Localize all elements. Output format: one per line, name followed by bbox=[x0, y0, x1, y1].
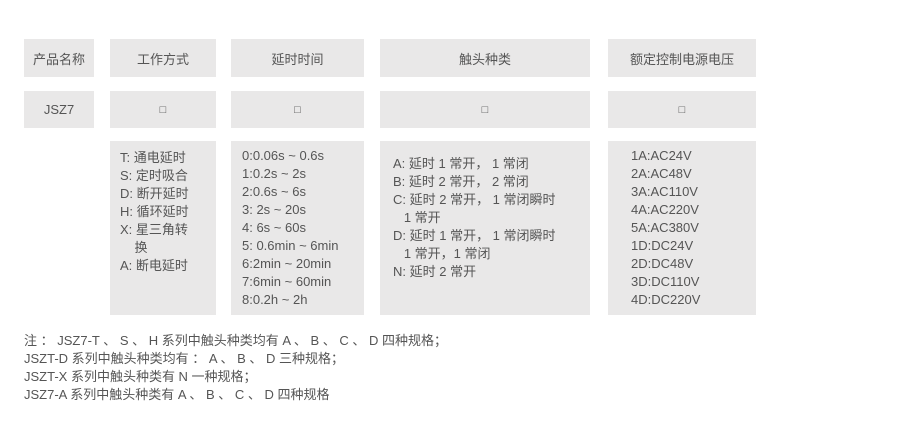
work-mode-placeholder: □ bbox=[110, 91, 216, 128]
list-item: D: 断开延时 bbox=[120, 186, 189, 201]
model-name: JSZ7 bbox=[24, 91, 94, 128]
list-item: 5A:AC380V bbox=[631, 220, 699, 235]
contact-type-list: A: 延时 1 常开， 1 常闭 B: 延时 2 常开， 2 常闭 C: 延时 … bbox=[380, 141, 590, 315]
placeholder-box: □ bbox=[678, 103, 686, 116]
list-item: 换 bbox=[120, 240, 148, 255]
list-item: 4: 6s ~ 60s bbox=[242, 220, 306, 235]
list-item: 4A:AC220V bbox=[631, 202, 699, 217]
placeholder-box: □ bbox=[481, 103, 489, 116]
list-item: 6:2min ~ 20min bbox=[242, 256, 332, 271]
list-item: 2D:DC48V bbox=[631, 256, 694, 271]
list-item: 1A:AC24V bbox=[631, 148, 692, 163]
header-label: 触头种类 bbox=[458, 51, 511, 67]
note-line: JSZT-D 系列中触头种类均有 ： A 、 B 、 D 三种规格； bbox=[24, 351, 344, 366]
model-label: JSZ7 bbox=[43, 102, 75, 117]
list-item: 1:0.2s ~ 2s bbox=[242, 166, 306, 181]
placeholder-box: □ bbox=[294, 103, 301, 116]
list-item: X: 星三角转 bbox=[120, 222, 188, 237]
list-item: B: 延时 2 常开， 2 常闭 bbox=[393, 174, 529, 189]
list-item: 2:0.6s ~ 6s bbox=[242, 184, 306, 199]
list-item: T: 通电延时 bbox=[120, 150, 186, 165]
header-label: 额定控制电源电压 bbox=[629, 51, 734, 67]
list-item: 3D:DC110V bbox=[631, 274, 700, 289]
list-item: 5: 0.6min ~ 6min bbox=[242, 238, 339, 253]
note-line: JSZT-X 系列中触头种类有 N 一种规格； bbox=[24, 369, 257, 384]
list-item: 1 常开，1 常闭 bbox=[393, 246, 491, 261]
list-item: 0:0.06s ~ 0.6s bbox=[242, 148, 325, 163]
voltage-placeholder: □ bbox=[608, 91, 756, 128]
work-mode-list: T: 通电延时 S: 定时吸合 D: 断开延时 H: 循环延时 X: 星三角转 … bbox=[110, 141, 216, 315]
header-delay-time: 延时时间 bbox=[231, 39, 364, 77]
list-item: 3A:AC110V bbox=[631, 184, 698, 199]
list-item: 8:0.2h ~ 2h bbox=[242, 292, 308, 307]
placeholder-box: □ bbox=[159, 103, 167, 116]
list-item: C: 延时 2 常开， 1 常闭瞬时 bbox=[393, 192, 556, 207]
list-item: 1D:DC24V bbox=[631, 238, 694, 253]
header-work-mode: 工作方式 bbox=[110, 39, 216, 77]
header-label: 延时时间 bbox=[271, 51, 324, 67]
list-item: 2A:AC48V bbox=[631, 166, 692, 181]
list-item: 7:6min ~ 60min bbox=[242, 274, 332, 289]
list-item: H: 循环延时 bbox=[120, 204, 189, 219]
list-item: 3: 2s ~ 20s bbox=[242, 202, 306, 217]
list-item: 1 常开 bbox=[393, 210, 441, 225]
list-item: N: 延时 2 常开 bbox=[393, 264, 477, 279]
contact-type-placeholder: □ bbox=[380, 91, 590, 128]
list-item: A: 延时 1 常开， 1 常闭 bbox=[393, 156, 529, 171]
header-contact-type: 触头种类 bbox=[380, 39, 590, 77]
list-item: A: 断电延时 bbox=[120, 258, 188, 273]
note-line: JSZ7-A 系列中触头种类有 A 、 B 、 C 、 D 四种规格 bbox=[24, 387, 330, 402]
delay-time-list: 0:0.06s ~ 0.6s 1:0.2s ~ 2s 2:0.6s ~ 6s 3… bbox=[231, 141, 364, 315]
note-line: 注 ： JSZ7-T 、 S 、 H 系列中触头种类均有 A 、 B 、 C 、… bbox=[24, 333, 448, 348]
header-voltage: 额定控制电源电压 bbox=[608, 39, 756, 77]
header-label: 产品名称 bbox=[32, 51, 85, 67]
list-item: 4D:DC220V bbox=[631, 292, 701, 307]
header-label: 工作方式 bbox=[136, 51, 189, 67]
list-item: D: 延时 1 常开， 1 常闭瞬时 bbox=[393, 228, 556, 243]
list-item: S: 定时吸合 bbox=[120, 168, 188, 183]
header-product-name: 产品名称 bbox=[24, 39, 94, 77]
delay-time-placeholder: □ bbox=[231, 91, 364, 128]
notes: 注 ： JSZ7-T 、 S 、 H 系列中触头种类均有 A 、 B 、 C 、… bbox=[24, 332, 447, 404]
voltage-list: 1A:AC24V 2A:AC48V 3A:AC110V 4A:AC220V 5A… bbox=[608, 141, 756, 315]
